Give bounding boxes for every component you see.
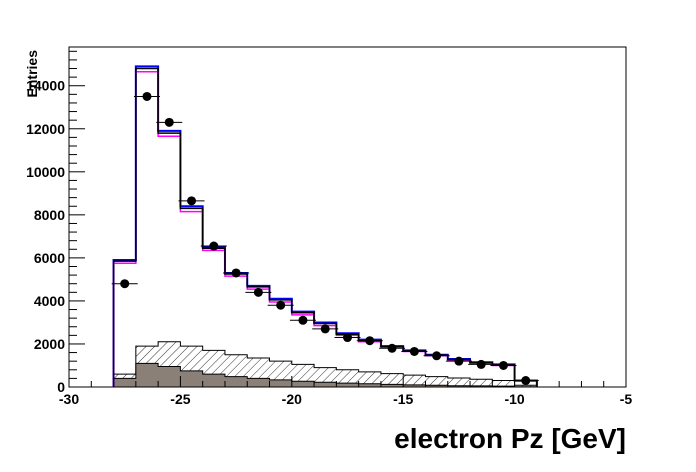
marker xyxy=(409,346,419,356)
data-point-5 xyxy=(223,268,250,278)
marker xyxy=(276,300,286,310)
x-tick-label: -25 xyxy=(170,391,190,407)
marker xyxy=(298,315,308,325)
marker xyxy=(209,241,219,251)
data-point-9 xyxy=(312,324,339,334)
marker xyxy=(120,279,130,289)
x-tick-label: -20 xyxy=(282,391,302,407)
y-tick-label: 2000 xyxy=(34,336,65,352)
y-tick-label: 6000 xyxy=(34,250,65,266)
marker xyxy=(231,268,241,278)
marker xyxy=(365,336,375,346)
data-point-10 xyxy=(334,333,361,343)
x-axis-title: electron Pz [GeV] xyxy=(394,423,626,454)
y-tick-label: 10000 xyxy=(26,164,65,180)
data-point-12 xyxy=(379,343,406,353)
data-point-18 xyxy=(512,376,539,386)
marker xyxy=(498,360,508,370)
data-point-17 xyxy=(490,360,517,370)
marker xyxy=(454,356,464,366)
marker xyxy=(387,343,397,353)
y-tick-label: 4000 xyxy=(34,293,65,309)
data-point-13 xyxy=(401,346,428,356)
marker xyxy=(142,91,152,101)
data-point-7 xyxy=(267,300,294,310)
data-point-4 xyxy=(200,241,227,251)
line-histograms xyxy=(112,65,538,387)
axes: -30 -25 -20 -15 -10 -5 0 2000 4000 6000 8000 10000 1… xyxy=(26,50,633,407)
step-line-histogram-2 xyxy=(112,67,538,387)
data-point-8 xyxy=(289,315,316,325)
data-point-3 xyxy=(178,196,205,206)
data-point-6 xyxy=(245,287,272,297)
y-tick-label: 0 xyxy=(57,379,65,395)
data-point-16 xyxy=(468,359,495,369)
marker xyxy=(343,333,352,343)
y-tick-label: 8000 xyxy=(34,207,65,223)
marker xyxy=(164,117,174,127)
data-point-14 xyxy=(423,351,450,361)
step-line-histogram-1 xyxy=(112,70,538,387)
marker xyxy=(521,376,531,386)
marker xyxy=(432,351,442,361)
marker xyxy=(253,287,263,297)
step-line-histogram-0 xyxy=(112,65,538,387)
x-tick-label: -5 xyxy=(620,391,633,407)
data-point-0 xyxy=(111,279,138,289)
y-tick-label: 12000 xyxy=(26,121,65,137)
data-point-11 xyxy=(356,336,383,346)
marker xyxy=(476,359,486,369)
y-tick-label: 14000 xyxy=(26,78,65,94)
y-axis-title: Entries xyxy=(24,50,40,98)
x-tick-label: -10 xyxy=(504,391,524,407)
marker xyxy=(320,324,330,334)
data-point-15 xyxy=(445,356,472,366)
data-point-2 xyxy=(156,117,183,127)
data-points xyxy=(111,91,539,386)
marker xyxy=(187,196,197,206)
x-tick-label: -15 xyxy=(393,391,413,407)
data-point-1 xyxy=(133,91,160,101)
x-tick-label: -30 xyxy=(59,391,79,407)
